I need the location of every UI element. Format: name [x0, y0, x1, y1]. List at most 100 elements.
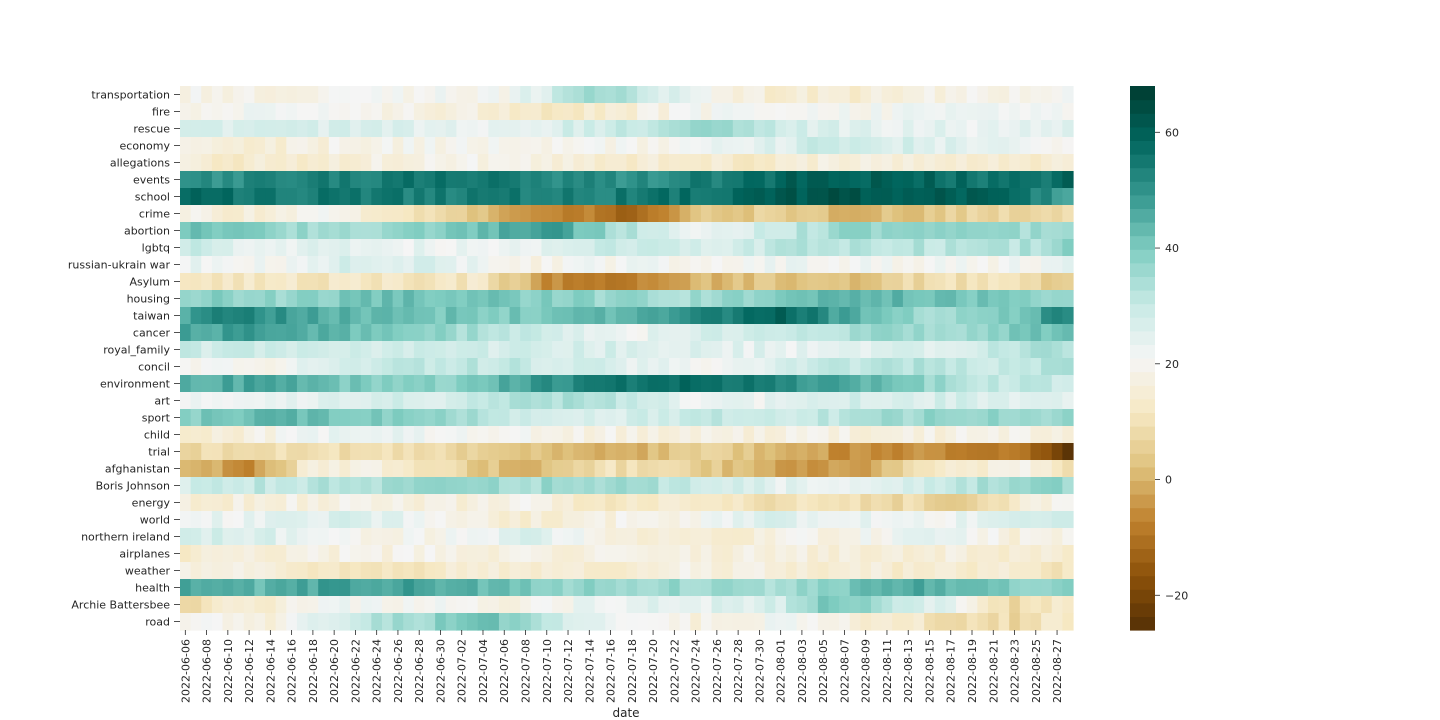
heatmap-cell	[350, 86, 362, 104]
heatmap-cell	[849, 222, 861, 240]
heatmap-cell	[562, 477, 574, 495]
heatmap-cell	[530, 426, 543, 444]
heatmap-cell	[562, 290, 574, 308]
heatmap-cell	[520, 426, 532, 444]
heatmap-cell	[647, 443, 659, 461]
heatmap-cell	[1051, 375, 1063, 393]
heatmap-cell	[403, 273, 415, 291]
heatmap-cell	[243, 477, 256, 495]
heatmap-cell	[892, 307, 904, 325]
x-tick-label: 2022-07-08	[520, 639, 533, 703]
heatmap-cell	[956, 545, 968, 563]
heatmap-cell	[605, 307, 617, 325]
heatmap-cell	[669, 358, 681, 376]
heatmap-cell	[839, 528, 851, 546]
colorbar-band	[1130, 222, 1155, 237]
heatmap-cell	[1041, 188, 1053, 206]
heatmap-cell	[583, 477, 596, 495]
heatmap-cell	[296, 256, 309, 274]
heatmap-cell	[180, 120, 192, 138]
heatmap-cell	[647, 494, 659, 512]
heatmap-cell	[987, 358, 1000, 376]
heatmap-cell	[722, 613, 734, 631]
heatmap-cell	[403, 222, 415, 240]
heatmap-cell	[945, 273, 957, 291]
heatmap-cell	[871, 613, 883, 631]
heatmap-cell	[615, 273, 628, 291]
x-tick-label: 2022-08-17	[945, 639, 958, 703]
heatmap-cell	[732, 239, 745, 257]
heatmap-cell	[1051, 86, 1063, 104]
heatmap-cell	[190, 86, 202, 104]
heatmap-cell	[296, 375, 309, 393]
heatmap-cell	[530, 579, 543, 597]
heatmap-cell	[998, 205, 1010, 223]
heatmap-cell	[722, 545, 734, 563]
heatmap-cell	[977, 511, 989, 529]
heatmap-cell	[275, 205, 287, 223]
heatmap-cell	[711, 103, 723, 121]
heatmap-cell	[541, 477, 553, 495]
heatmap-cell	[605, 545, 617, 563]
heatmap-cell	[743, 222, 755, 240]
heatmap-cell	[945, 324, 957, 342]
heatmap-cell	[690, 358, 702, 376]
colorbar-tick-label: −20	[1165, 589, 1188, 602]
heatmap-cell	[467, 341, 479, 359]
heatmap-cell	[509, 290, 521, 308]
heatmap-cell	[743, 171, 755, 189]
heatmap-cell	[424, 86, 436, 104]
heatmap-cell	[647, 460, 659, 478]
heatmap-cell	[286, 103, 298, 121]
heatmap-cell	[807, 120, 819, 138]
heatmap-cell	[339, 375, 351, 393]
heatmap-cell	[871, 171, 883, 189]
heatmap-cell	[1019, 460, 1032, 478]
heatmap-cell	[552, 273, 564, 291]
heatmap-cell	[307, 86, 319, 104]
heatmap-cell	[350, 324, 362, 342]
heatmap-cell	[286, 222, 298, 240]
heatmap-cell	[552, 596, 564, 614]
y-tick-label: rescue	[133, 123, 170, 136]
heatmap-cell	[467, 120, 479, 138]
heatmap-cell	[573, 256, 585, 274]
heatmap-cell	[754, 460, 766, 478]
heatmap-cell	[647, 324, 659, 342]
heatmap-cell	[711, 443, 723, 461]
heatmap-cell	[637, 409, 649, 427]
heatmap-cell	[413, 324, 426, 342]
heatmap-cell	[180, 596, 192, 614]
heatmap-cell	[413, 239, 426, 257]
heatmap-cell	[605, 222, 617, 240]
heatmap-cell	[669, 375, 681, 393]
heatmap-cell	[647, 426, 659, 444]
heatmap-cell	[1041, 477, 1053, 495]
heatmap-cell	[541, 426, 553, 444]
heatmap-cell	[956, 511, 968, 529]
heatmap-cell	[881, 205, 893, 223]
heatmap-cell	[1009, 613, 1021, 631]
heatmap-cell	[796, 273, 808, 291]
heatmap-cell	[243, 511, 256, 529]
heatmap-cell	[892, 596, 904, 614]
heatmap-cell	[435, 528, 447, 546]
heatmap-cell	[360, 613, 372, 631]
heatmap-cell	[1019, 307, 1032, 325]
heatmap-cell	[562, 120, 574, 138]
heatmap-cell	[626, 443, 638, 461]
heatmap-cell	[286, 239, 298, 257]
heatmap-cell	[764, 358, 776, 376]
heatmap-cell	[467, 86, 479, 104]
heatmap-cell	[392, 324, 404, 342]
heatmap-cell	[520, 613, 532, 631]
heatmap-cell	[562, 426, 574, 444]
heatmap-cell	[403, 477, 415, 495]
heatmap-cell	[913, 222, 925, 240]
heatmap-cell	[785, 545, 798, 563]
heatmap-cell	[243, 579, 256, 597]
heatmap-cell	[977, 545, 989, 563]
heatmap-cell	[562, 341, 574, 359]
heatmap-cell	[594, 426, 606, 444]
heatmap-cell	[1041, 290, 1053, 308]
